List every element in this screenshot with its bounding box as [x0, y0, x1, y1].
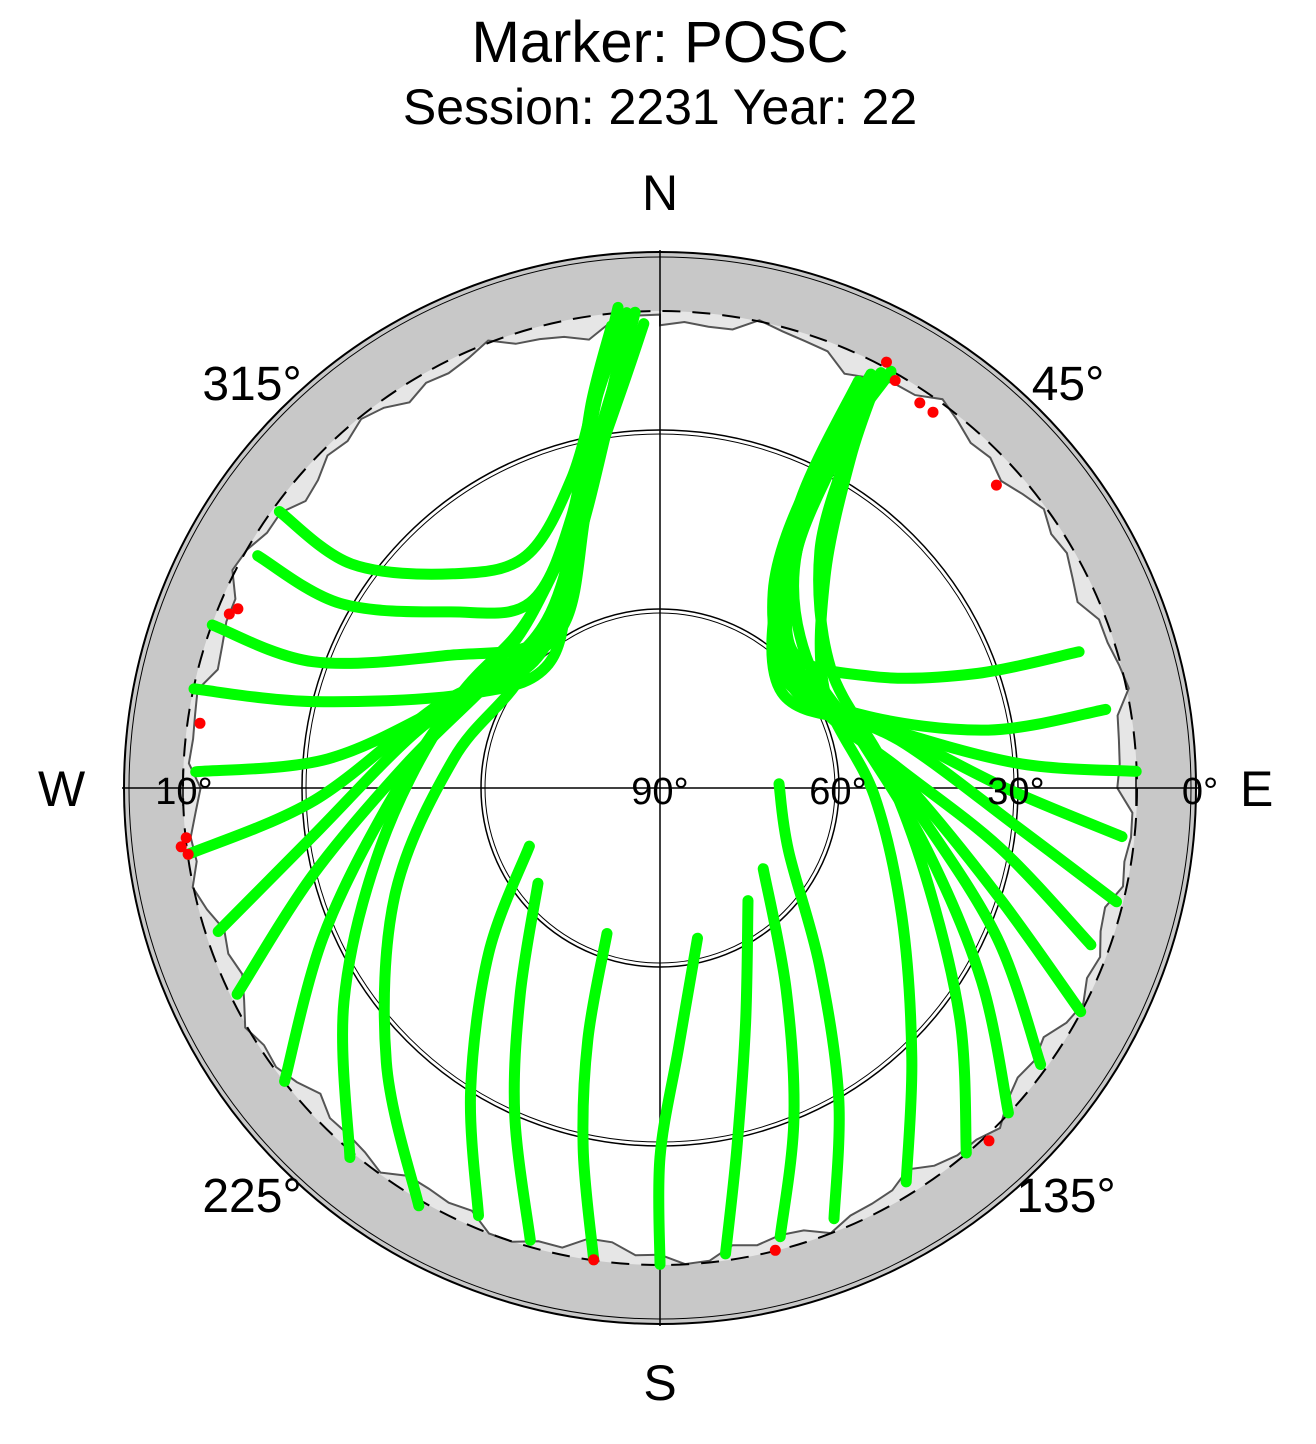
rejected-point-3 [914, 397, 926, 409]
rejected-point-11 [182, 848, 194, 860]
rejected-point-8 [588, 1254, 600, 1266]
rejected-point-13 [223, 608, 235, 620]
direction-south: S [643, 1355, 676, 1411]
azimuth-label-45: 45° [1032, 358, 1105, 411]
satellite-track-29 [464, 840, 535, 1222]
rejected-point-4 [927, 406, 939, 418]
direction-north: N [642, 165, 678, 221]
satellite-track-28 [508, 877, 544, 1246]
chart-title: Marker: POSC [471, 10, 848, 75]
satellite-track-12 [814, 372, 918, 1188]
rejected-point-14 [232, 603, 244, 615]
satellite-track-23 [773, 778, 845, 1225]
azimuth-label-315: 315° [202, 358, 301, 411]
rejected-point-5 [990, 479, 1002, 491]
satellite-track-20 [766, 365, 1142, 777]
rejected-point-9 [194, 717, 206, 729]
rejected-point-2 [889, 375, 901, 386]
satellite-track-27 [577, 928, 613, 1266]
rejected-point-10 [175, 841, 187, 853]
rejected-point-7 [769, 1244, 781, 1256]
satellite-track-22 [780, 446, 1085, 684]
rejected-point-1 [881, 356, 892, 368]
rejected-point-12 [180, 832, 192, 844]
chart-subtitle: Session: 2231 Year: 22 [403, 79, 917, 135]
elevation-label-60: 60° [809, 771, 866, 813]
satellite-track-24 [757, 863, 800, 1243]
direction-east: E [1240, 761, 1273, 817]
satellite-tracks [182, 301, 1142, 1270]
elevation-label-30: 30° [987, 771, 1044, 813]
satellite-track-21 [770, 456, 1112, 736]
direction-west: W [38, 761, 86, 817]
elevation-label-0: 0° [1182, 771, 1218, 813]
elevation-label-90: 90° [631, 771, 688, 813]
azimuth-label-225: 225° [202, 1170, 301, 1223]
plot-background [122, 250, 1198, 1326]
rejected-point-6 [983, 1135, 995, 1147]
chart-labels: Marker: POSC Session: 2231 Year: 22 N S … [38, 10, 1273, 1411]
elevation-label-10: 10° [155, 771, 212, 813]
satellite-track-11 [273, 382, 603, 580]
satellite-track-25 [720, 895, 754, 1260]
satellite-track-26 [653, 932, 703, 1270]
azimuth-label-135: 135° [1016, 1170, 1115, 1223]
rejected-observations [175, 356, 1002, 1266]
